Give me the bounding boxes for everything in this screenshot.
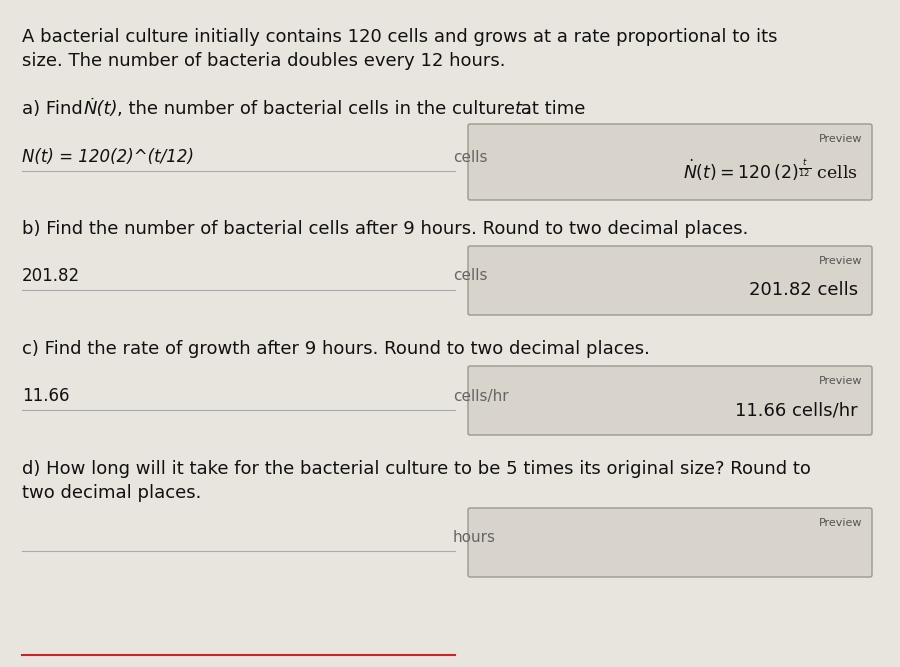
FancyBboxPatch shape: [468, 508, 872, 577]
Text: a) Find: a) Find: [22, 100, 88, 118]
Text: cells: cells: [453, 269, 488, 283]
Text: Preview: Preview: [818, 376, 862, 386]
Text: t: t: [515, 100, 522, 118]
FancyBboxPatch shape: [468, 246, 872, 315]
Text: Preview: Preview: [818, 256, 862, 266]
Text: cells: cells: [453, 149, 488, 165]
Text: two decimal places.: two decimal places.: [22, 484, 202, 502]
Text: b) Find the number of bacterial cells after 9 hours. Round to two decimal places: b) Find the number of bacterial cells af…: [22, 220, 749, 238]
Text: 201.82: 201.82: [22, 267, 80, 285]
Text: size. The number of bacteria doubles every 12 hours.: size. The number of bacteria doubles eve…: [22, 52, 506, 70]
Text: 201.82 cells: 201.82 cells: [749, 281, 858, 299]
Text: hours: hours: [453, 530, 496, 544]
Text: 11.66 cells/hr: 11.66 cells/hr: [735, 402, 858, 420]
Text: A bacterial culture initially contains 120 cells and grows at a rate proportiona: A bacterial culture initially contains 1…: [22, 28, 778, 46]
FancyBboxPatch shape: [468, 366, 872, 435]
FancyBboxPatch shape: [468, 124, 872, 200]
Text: cells/hr: cells/hr: [453, 388, 508, 404]
Text: .: .: [524, 100, 530, 118]
Text: Preview: Preview: [818, 134, 862, 144]
Text: Preview: Preview: [818, 518, 862, 528]
Text: Ṅ(t): Ṅ(t): [84, 100, 119, 118]
Text: c) Find the rate of growth after 9 hours. Round to two decimal places.: c) Find the rate of growth after 9 hours…: [22, 340, 650, 358]
Text: d) How long will it take for the bacterial culture to be 5 times its original si: d) How long will it take for the bacteri…: [22, 460, 811, 478]
Text: $\dot{N}(t) = 120\,(2)^{\frac{t}{12}}$ cells: $\dot{N}(t) = 120\,(2)^{\frac{t}{12}}$ c…: [683, 158, 858, 183]
Text: 11.66: 11.66: [22, 387, 69, 405]
Text: N(t) = 120(2)^(t/12): N(t) = 120(2)^(t/12): [22, 148, 194, 166]
Text: , the number of bacterial cells in the culture at time: , the number of bacterial cells in the c…: [117, 100, 591, 118]
